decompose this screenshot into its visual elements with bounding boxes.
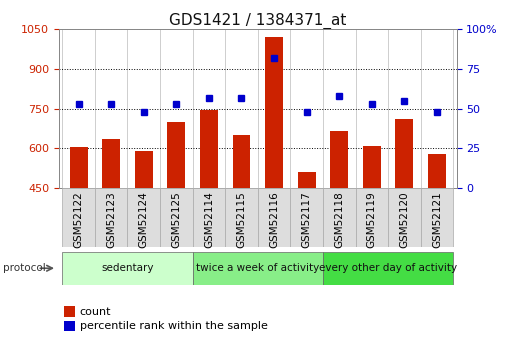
Text: GSM52125: GSM52125	[171, 191, 181, 248]
Text: GSM52116: GSM52116	[269, 191, 279, 248]
Text: GSM52122: GSM52122	[73, 191, 84, 248]
Bar	[160, 188, 192, 247]
Bar	[323, 188, 356, 247]
Text: GSM52123: GSM52123	[106, 191, 116, 248]
Text: GSM52119: GSM52119	[367, 191, 377, 248]
Bar	[258, 188, 290, 247]
Bar	[330, 131, 348, 188]
Text: GSM52114: GSM52114	[204, 191, 214, 248]
Bar	[135, 151, 153, 188]
Text: GSM52118: GSM52118	[334, 191, 344, 248]
Bar	[225, 188, 258, 247]
Text: twice a week of activity: twice a week of activity	[196, 263, 320, 273]
Bar	[363, 146, 381, 188]
Text: protocol: protocol	[3, 263, 45, 273]
Text: percentile rank within the sample: percentile rank within the sample	[80, 321, 267, 331]
Bar	[396, 119, 413, 188]
Bar	[265, 37, 283, 188]
Bar	[356, 188, 388, 247]
Text: GSM52121: GSM52121	[432, 191, 442, 248]
Bar	[298, 172, 315, 188]
Bar	[232, 135, 250, 188]
Bar	[200, 110, 218, 188]
Bar	[127, 188, 160, 247]
Bar	[428, 154, 446, 188]
Bar	[421, 188, 453, 247]
Bar	[95, 188, 127, 247]
Text: GSM52117: GSM52117	[302, 191, 312, 248]
Text: GSM52120: GSM52120	[400, 191, 409, 248]
Text: every other day of activity: every other day of activity	[319, 263, 457, 273]
Bar	[70, 147, 88, 188]
Text: GSM52115: GSM52115	[236, 191, 246, 248]
Bar	[62, 188, 95, 247]
Bar	[323, 252, 453, 285]
Bar	[388, 188, 421, 247]
Text: count: count	[80, 307, 111, 316]
Bar	[290, 188, 323, 247]
Bar	[167, 122, 185, 188]
Bar	[62, 252, 192, 285]
Title: GDS1421 / 1384371_at: GDS1421 / 1384371_at	[169, 13, 346, 29]
Bar	[192, 252, 323, 285]
Bar	[102, 139, 120, 188]
Bar	[192, 188, 225, 247]
Text: sedentary: sedentary	[101, 263, 154, 273]
Text: GSM52124: GSM52124	[139, 191, 149, 248]
